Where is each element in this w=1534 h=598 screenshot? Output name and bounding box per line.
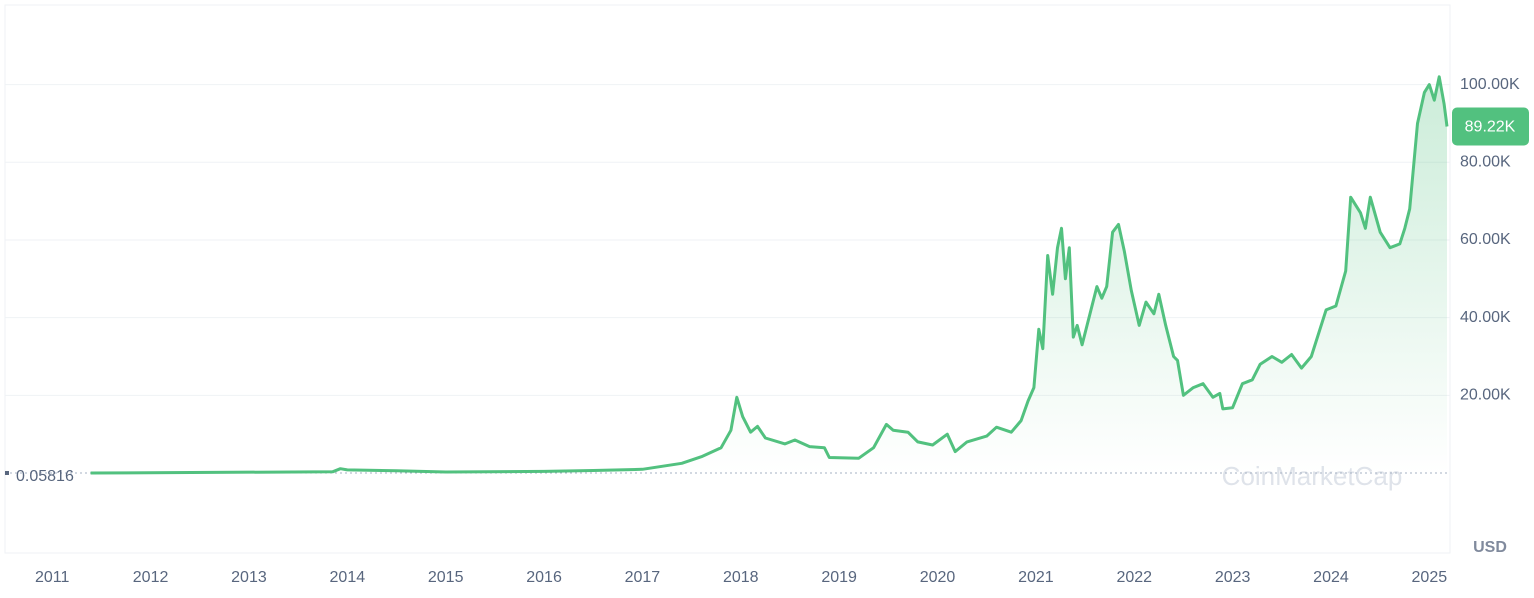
x-tick-label: 2012 [133,569,169,586]
y-tick-label: 40.00K [1460,309,1511,326]
x-tick-label: 2020 [920,569,956,586]
y-tick-label: 20.00K [1460,387,1511,404]
current-price-label: 89.22K [1465,119,1516,136]
x-tick-label: 2016 [526,569,562,586]
x-tick-label: 2011 [35,569,70,586]
start-price-label: 0.05816 [16,468,74,485]
x-tick-label: 2021 [1018,569,1054,586]
x-tick-label: 2024 [1313,569,1349,586]
x-tick-label: 2015 [428,569,464,586]
plot-frame [4,4,1451,554]
x-tick-label: 2023 [1215,569,1251,586]
x-tick-label: 2018 [723,569,759,586]
price-line [90,75,1449,475]
current-price-badge [1452,107,1529,146]
start-price-marker [5,470,9,475]
y-tick-label: 100.00K [1460,76,1520,93]
x-tick-label: 2017 [625,569,661,586]
y-tick-label: 60.00K [1460,231,1511,248]
area [90,76,1448,474]
x-tick-label: 2013 [231,569,267,586]
x-tick-label: 2022 [1116,569,1152,586]
x-tick-label: 2025 [1412,569,1448,586]
x-tick-label: 2014 [330,569,366,586]
y-tick-label: 80.00K [1460,154,1511,171]
currency-label: USD [1473,539,1507,556]
x-tick-label: 2019 [821,569,857,586]
